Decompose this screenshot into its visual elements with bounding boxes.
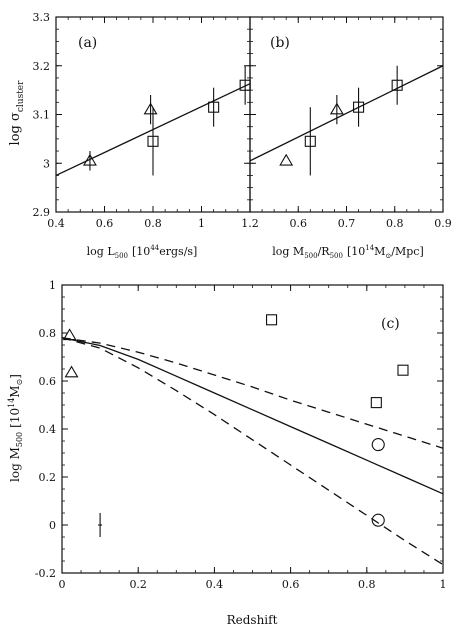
- panel-c-ytick-label: 0.6: [39, 375, 57, 388]
- panel-b-triangle-marker: [329, 102, 344, 115]
- panel-b-xtick-label: 0.9: [434, 217, 452, 230]
- panel-a-xlabel: log L500 [1044ergs/s]: [87, 244, 198, 260]
- panel-c-square-marker: [370, 397, 382, 409]
- panel-a-triangle-marker: [82, 153, 97, 166]
- curves-group: [55, 65, 444, 566]
- panel-c-circle-marker: [371, 438, 385, 452]
- panel-a-square-marker: [239, 79, 251, 91]
- panel-c-xlabel: Redshift: [227, 613, 278, 627]
- panel-c-label: (c): [381, 316, 400, 332]
- panel-b-fit-line: [249, 65, 444, 162]
- ticks-group: 0.4 0.6 0.8 1 1.2 2.9 3 3.1 3.2 3.3 0.6 0.7 0.8 0.9 0 0…: [33, 11, 452, 591]
- top-ylabel: log σcluster: [8, 80, 26, 146]
- panel-a-ytick-label: 3.3: [33, 11, 51, 24]
- panel-b-square-marker: [304, 135, 316, 147]
- axes-group: [55, 16, 444, 574]
- panel-c-xtick-label: 0.8: [358, 578, 376, 591]
- panel-c-triangle-marker: [62, 328, 77, 341]
- panel-a-xtick-label: 0.4: [47, 217, 65, 230]
- panel-a-ytick-label: 3.1: [33, 109, 51, 122]
- panel-c-xtick-label: 0.6: [282, 578, 300, 591]
- panel-b-label: (b): [270, 35, 290, 51]
- panel-a-ytick-label: 3: [43, 157, 50, 170]
- panel-c-square-marker: [397, 364, 409, 376]
- panel-a-ytick-label: 2.9: [33, 206, 51, 219]
- panel-a-triangle-marker: [143, 102, 158, 115]
- panel-a-ytick-label: 3.2: [33, 60, 51, 73]
- panel-c-ytick-label: 1: [49, 279, 56, 292]
- panel-c-triangle-marker: [64, 365, 79, 378]
- panel-c-ytick-label: -0.2: [35, 567, 56, 580]
- markers-group: [62, 79, 409, 527]
- panel-b-square-marker: [353, 101, 365, 113]
- panel-c-ytick-label: 0.8: [39, 327, 57, 340]
- panel-a-xtick-label: 1: [198, 217, 205, 230]
- panel-c-square-marker: [265, 314, 278, 326]
- panel-a-xtick-label: 1.2: [241, 217, 259, 230]
- panel-a-square-marker: [147, 135, 159, 147]
- panel-c-xtick-label: 0: [59, 578, 66, 591]
- panel-b-xlabel: log M500/R500 [1014M⊙/Mpc]: [272, 244, 424, 260]
- panel-c-xtick-label: 1: [440, 578, 447, 591]
- panel-c-ytick-label: 0: [49, 519, 56, 532]
- panel-c-ytick-label: 0.4: [39, 423, 57, 436]
- panel-c-circle-marker: [371, 513, 385, 527]
- panel-c-xtick-label: 0.4: [206, 578, 224, 591]
- panel-c-model-curve-solid: [61, 337, 444, 495]
- panel-c-ylabel: log M500[1014M⊙]: [7, 374, 24, 482]
- panel-b-xtick-label: 0.8: [386, 217, 404, 230]
- error-bars-group: [89, 65, 398, 537]
- panel-b-xtick-label: 0.7: [338, 217, 356, 230]
- panel-c-xtick-label: 0.2: [129, 578, 147, 591]
- panel-c-model-curve-dashed: [61, 337, 444, 449]
- panel-a-square-marker: [208, 101, 220, 113]
- panel-c-model-curve-dashed: [61, 337, 444, 566]
- panel-a-label: (a): [78, 35, 97, 51]
- panel-a-xtick-label: 0.8: [144, 217, 162, 230]
- panel-c-ytick-label: 0.2: [39, 471, 57, 484]
- panel-b-square-marker: [391, 79, 403, 91]
- panel-b-triangle-marker: [279, 153, 294, 166]
- panel-a-xtick-label: 0.6: [96, 217, 114, 230]
- panel-b-xtick-label: 0.6: [290, 217, 308, 230]
